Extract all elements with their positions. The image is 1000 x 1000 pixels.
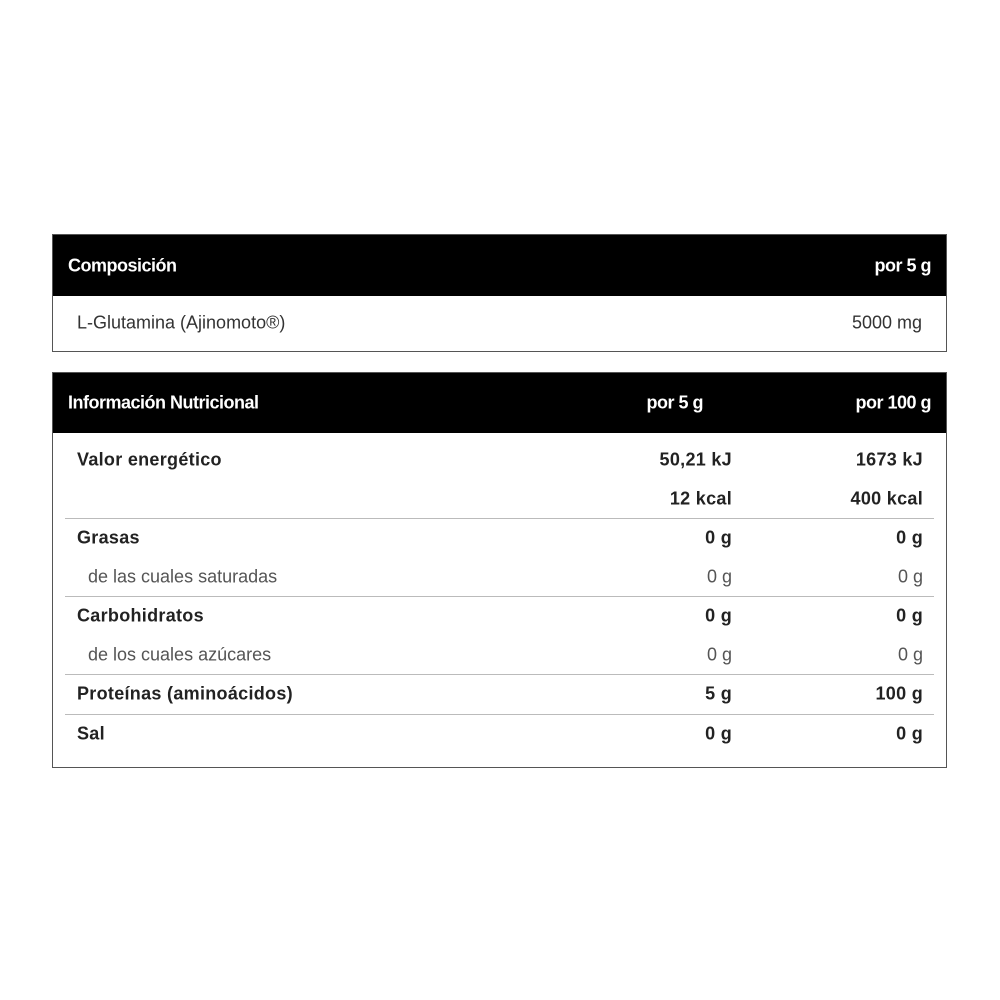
value-per-5g: 0 g [705, 723, 732, 744]
composition-header: Composición por 5 g [53, 235, 946, 296]
value-per-100g: 0 g [897, 644, 923, 665]
nutrient-label: de las cuales saturadas [88, 566, 278, 587]
value-per-5g: 50,21 kJ [659, 449, 732, 470]
nutrient-group: Proteínas (aminoácidos) 5 g 100 g [65, 675, 934, 715]
nutrition-title: Información Nutricional [68, 392, 259, 413]
nutrient-label: Valor energético [77, 449, 222, 470]
nutrient-label: de los cuales azúcares [88, 644, 272, 665]
table-row: Carbohidratos 0 g 0 g [65, 597, 934, 636]
nutrition-table: Información Nutricional por 5 g por 100 … [52, 372, 947, 768]
nutrient-label: Sal [77, 723, 105, 744]
value-per-100g: 1673 kJ [855, 449, 923, 470]
value-per-5g: 12 kcal [669, 488, 732, 509]
value-per-5g: 0 g [706, 644, 732, 665]
composition-row: L-Glutamina (Ajinomoto®) 5000 mg [53, 296, 946, 350]
nutrient-label: Carbohidratos [77, 605, 204, 626]
nutrient-group: Valor energético 50,21 kJ 1673 kJ 12 kcal 40… [65, 433, 934, 519]
value-per-100g: 0 g [896, 723, 923, 744]
table-row: Valor energético 50,21 kJ 1673 kJ [65, 441, 934, 480]
ingredient-value: 5000 mg [851, 312, 922, 333]
value-per-100g: 100 g [875, 683, 923, 704]
composition-per-label: por 5 g [874, 255, 931, 275]
value-per-5g: 0 g [706, 566, 732, 587]
table-row: Sal 0 g 0 g [65, 715, 934, 754]
column-header-per-100g: por 100 g [855, 392, 931, 413]
nutrient-group: Grasas 0 g 0 g de las cuales saturadas 0 g 0 … [65, 519, 934, 597]
nutrient-label: Proteínas (aminoácidos) [77, 683, 293, 704]
column-header-per-5g: por 5 g [646, 392, 703, 413]
value-per-100g: 0 g [897, 566, 923, 587]
value-per-5g: 0 g [705, 605, 732, 626]
composition-table: Composición por 5 g L-Glutamina (Ajinomo… [52, 234, 947, 352]
composition-title: Composición [68, 255, 177, 275]
nutrition-header: Información Nutricional por 5 g por 100 … [53, 373, 946, 433]
table-row: Grasas 0 g 0 g [65, 519, 934, 558]
table-row: de las cuales saturadas 0 g 0 g [65, 558, 934, 597]
table-row: de los cuales azúcares 0 g 0 g [65, 636, 934, 675]
value-per-5g: 5 g [705, 683, 732, 704]
table-row: 12 kcal 400 kcal [65, 480, 934, 519]
table-row: Proteínas (aminoácidos) 5 g 100 g [65, 675, 934, 714]
nutrient-group: Sal 0 g 0 g [65, 715, 934, 754]
ingredient-label: L-Glutamina (Ajinomoto®) [77, 312, 286, 333]
nutrition-body: Valor energético 50,21 kJ 1673 kJ 12 kcal 40… [53, 433, 946, 753]
value-per-100g: 400 kcal [850, 488, 923, 509]
value-per-5g: 0 g [705, 527, 732, 548]
value-per-100g: 0 g [896, 605, 923, 626]
nutrient-label: Grasas [77, 527, 140, 548]
value-per-100g: 0 g [896, 527, 923, 548]
